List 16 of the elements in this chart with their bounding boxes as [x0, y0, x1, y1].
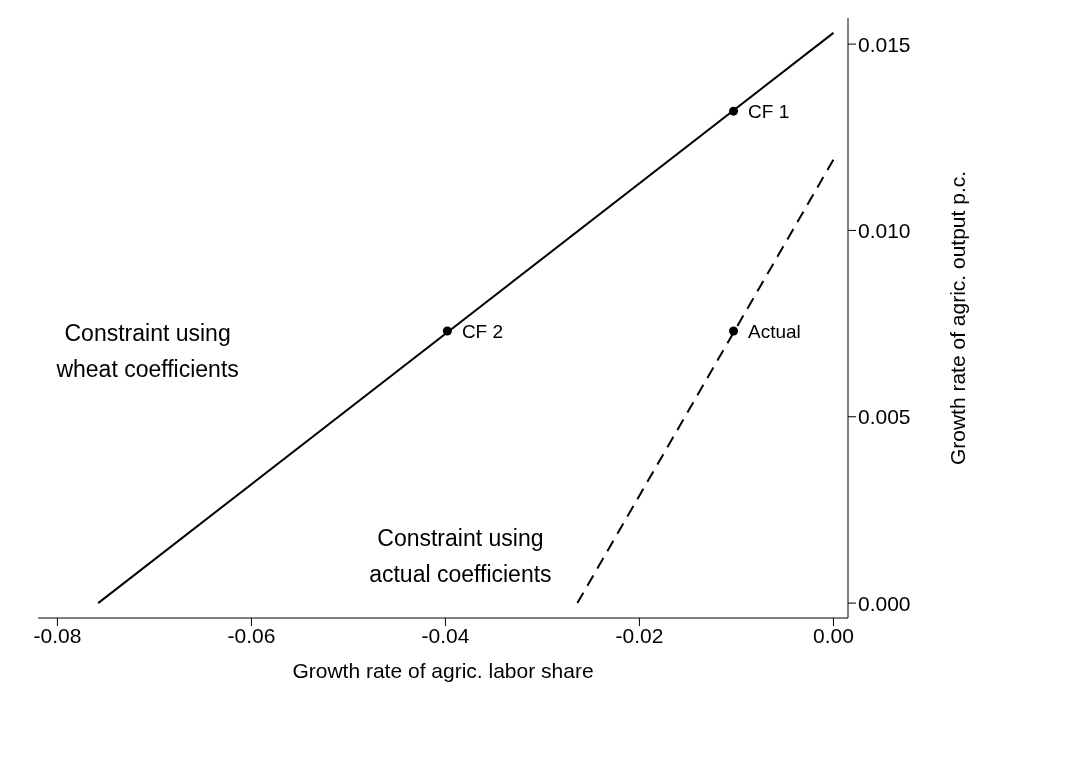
- annotation: Constraint using actual coefficients: [369, 523, 552, 589]
- y-tick-label: 0.010: [858, 218, 911, 242]
- x-tick-label: -0.08: [33, 623, 82, 647]
- data-label: CF 1: [748, 100, 790, 122]
- x-tick-label: -0.06: [227, 623, 276, 647]
- y-tick-label: 0.015: [858, 32, 911, 56]
- x-tick-label: -0.02: [615, 623, 664, 647]
- y-tick-label: 0.000: [858, 591, 911, 615]
- y-tick-label: 0.005: [858, 405, 911, 429]
- y-axis-title: Growth rate of agric. output p.c.: [946, 170, 970, 466]
- x-tick-label: 0.00: [813, 623, 854, 647]
- x-tick-label: -0.04: [421, 623, 470, 647]
- data-label: CF 2: [461, 320, 504, 342]
- x-axis-title: Growth rate of agric. labor share: [292, 659, 594, 682]
- data-label: Actual: [748, 320, 801, 342]
- annotation: Constraint using wheat coefficients: [56, 319, 239, 384]
